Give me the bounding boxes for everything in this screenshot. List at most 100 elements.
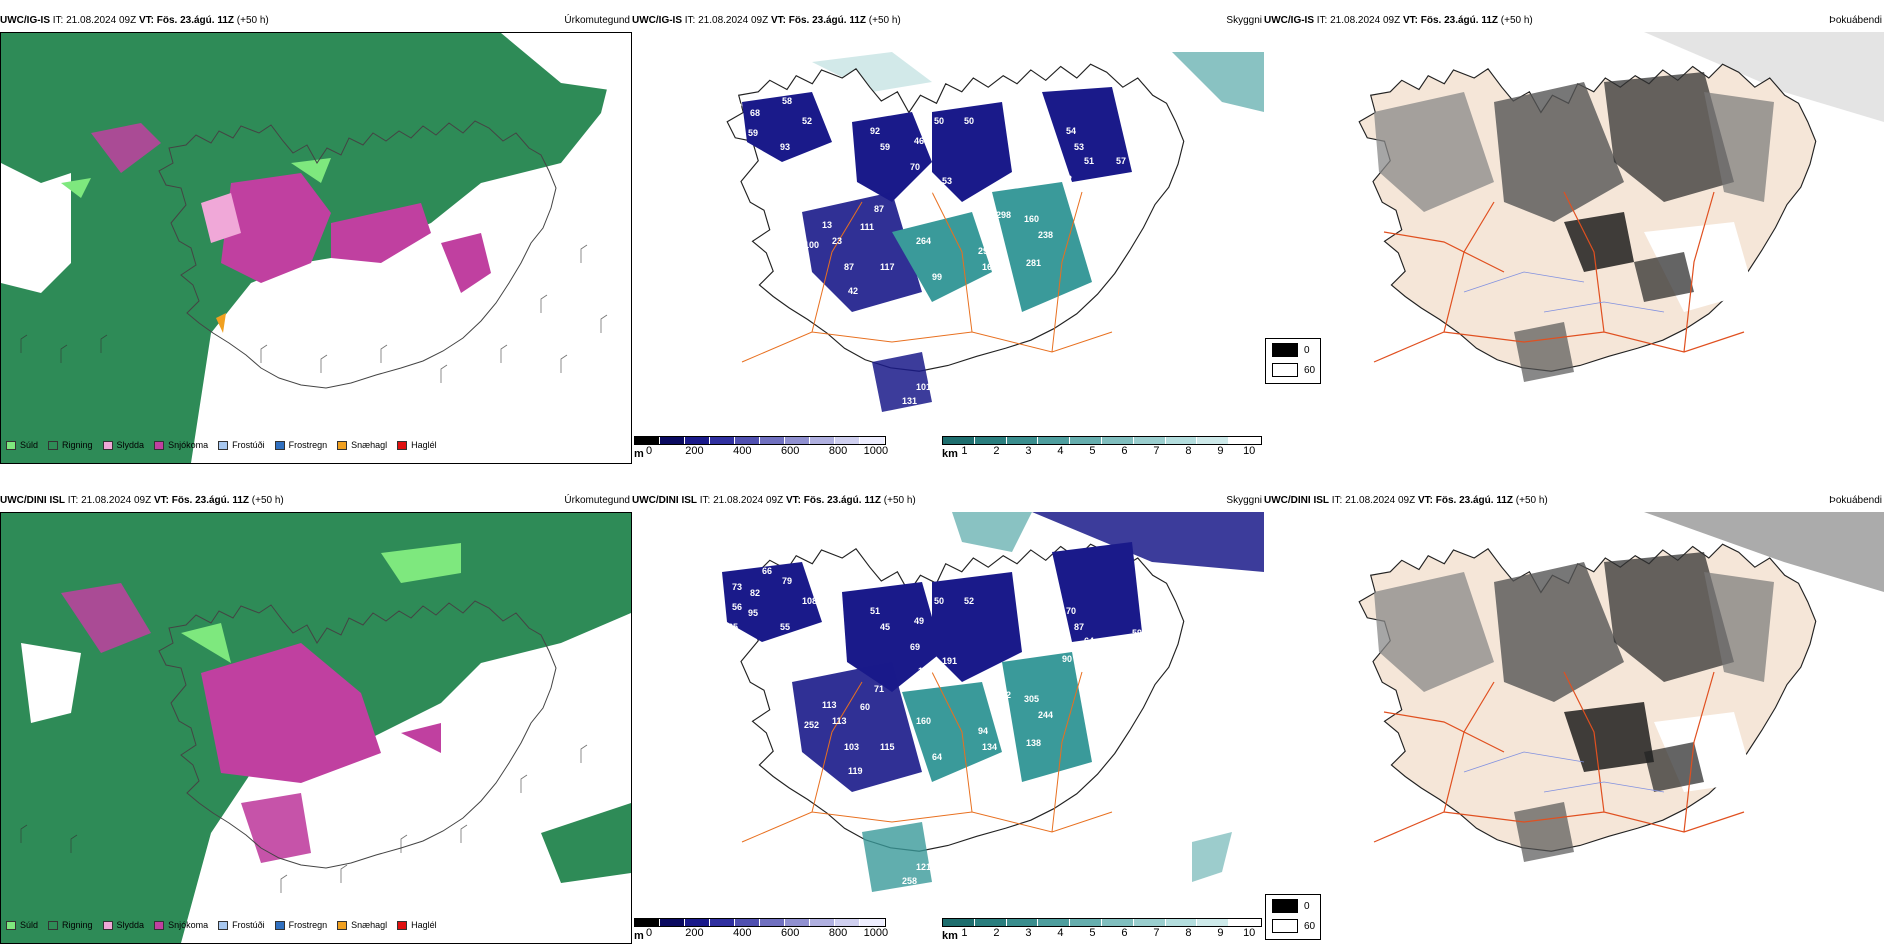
cloud-height-label: 90 — [1062, 654, 1072, 664]
cloud-height-label: 50 — [964, 116, 974, 126]
fog-legend-light — [1272, 919, 1298, 933]
lead-time: (+50 h) — [251, 495, 284, 506]
swatch-sudd — [6, 920, 16, 930]
fog-map-canvas — [1264, 32, 1884, 432]
legend-label: Snjókoma — [168, 440, 209, 450]
cloud-height-label: 47 — [762, 86, 772, 96]
visibility-colorbar: 1 2 3 4 5 6 7 8 9 10 km — [942, 436, 1262, 460]
cloud-height-label: 264 — [916, 236, 931, 246]
cloud-height-label: 131 — [902, 396, 917, 406]
fog-map — [1264, 512, 1900, 912]
cloud-height-label: 53 — [942, 176, 952, 186]
fog-map — [1264, 32, 1900, 432]
legend-item-frostudi: Frostúði — [218, 440, 265, 450]
swatch-slydda — [102, 920, 113, 930]
swatch-frostudi — [218, 440, 229, 450]
cloud-height-label: 72 — [732, 102, 742, 112]
legend-label: Frostúði — [232, 440, 265, 450]
precip-type-panel-2: UWC/DINI ISL IT: 21.08.2024 09Z VT: Fös.… — [0, 494, 632, 946]
legend-label: Súld — [20, 920, 39, 930]
legend-label: Slydda — [116, 920, 145, 930]
issue-time: IT: 21.08.2024 09Z — [699, 495, 784, 506]
legend-item-frostregn: Frostregn — [274, 440, 327, 450]
precip-map — [0, 32, 632, 464]
height-colorbar: 0 200 400 600 800 1000 m — [634, 436, 888, 460]
visibility-ticks: 1 2 3 4 5 6 7 8 9 10 — [942, 927, 1262, 941]
legend-label: Frostúði — [232, 920, 265, 930]
model-name: UWC/IG-IS — [0, 15, 50, 26]
cloud-height-label: 60 — [860, 702, 870, 712]
cloud-height-label: 108 — [802, 596, 817, 606]
legend-item-rigning: Rigning — [48, 440, 93, 450]
legend-label: Rigning — [62, 920, 93, 930]
cloud-height-label: 103 — [844, 742, 859, 752]
legend-item-sudd: Súld — [6, 920, 38, 930]
tick: 4 — [1057, 927, 1064, 939]
height-colorbar: 0 200 400 600 800 1000 m — [634, 918, 888, 942]
fog-map-canvas — [1264, 512, 1884, 912]
cloud-height-label: 65 — [744, 556, 754, 566]
valid-time: VT: Fös. 23.ágú. 11Z — [1417, 495, 1513, 506]
legend-label: Snjókoma — [168, 920, 209, 930]
cloud-height-label: 117 — [880, 262, 895, 272]
cloud-panel-1: UWC/IG-IS IT: 21.08.2024 09Z VT: Fös. 23… — [632, 14, 1264, 464]
legend-label: Slydda — [116, 440, 145, 450]
tick: 4 — [1057, 445, 1064, 457]
legend-item-snjokoma: Snjókoma — [154, 920, 208, 930]
panel-header: UWC/DINI ISL IT: 21.08.2024 09Z VT: Fös.… — [1264, 494, 1896, 508]
legend-item-frostregn: Frostregn — [274, 920, 327, 930]
issue-time: IT: 21.08.2024 09Z — [67, 495, 152, 506]
tick: 800 — [828, 927, 848, 939]
tick: 5 — [1089, 445, 1096, 457]
cloud-height-label: 100 — [804, 240, 819, 250]
cloud-height-label: 58 — [782, 96, 792, 106]
panel-title: Þokuábendi — [1829, 15, 1882, 26]
valid-time: VT: Fös. 23.ágú. 11Z — [785, 495, 881, 506]
lead-time: (+50 h) — [1500, 15, 1533, 26]
legend-label: Haglél — [411, 920, 437, 930]
legend-item-sudd: Súld — [6, 440, 38, 450]
valid-time: VT: Fös. 23.ágú. 11Z — [138, 15, 234, 26]
precip-legend: Súld Rigning Slydda Snjókoma Frostúði Fr… — [6, 920, 447, 930]
cloud-height-label: 71 — [874, 684, 884, 694]
cloud-height-label: 101 — [916, 382, 931, 392]
tick: 6 — [1121, 927, 1128, 939]
cloud-height-label: 65 — [1132, 184, 1142, 194]
cloud-height-label: 57 — [1018, 126, 1028, 136]
cloud-height-label: 53 — [1074, 142, 1084, 152]
tick: 2 — [993, 927, 1000, 939]
cloud-height-label: 162 — [996, 690, 1011, 700]
visibility-unit: km — [942, 448, 958, 460]
tick: 200 — [685, 927, 704, 939]
legend-label: Súld — [20, 440, 39, 450]
legend-item-snaehagl: Snæhagl — [337, 920, 387, 930]
issue-time: IT: 21.08.2024 09Z — [52, 15, 137, 26]
model-name: UWC/IG-IS — [1264, 15, 1314, 26]
cloud-height-label: 59 — [748, 128, 758, 138]
swatch-haglel — [397, 920, 408, 930]
cloud-height-label: 94 — [978, 726, 988, 736]
tick: 800 — [828, 445, 848, 457]
cloud-height-label: 42 — [848, 286, 858, 296]
swatch-snjokoma — [154, 920, 165, 930]
panel-title: Skyggni — [1226, 15, 1262, 26]
swatch-frostregn — [274, 440, 285, 450]
fog-legend-dark — [1272, 899, 1298, 913]
cloud-height-label: 45 — [880, 622, 890, 632]
legend-label: Snæhagl — [351, 440, 388, 450]
cloud-height-label: 79 — [782, 576, 792, 586]
cloud-height-label: 126 — [918, 186, 933, 196]
tick: 3 — [1025, 927, 1032, 939]
model-name: UWC/DINI ISL — [1264, 495, 1329, 506]
tick: 6 — [1121, 445, 1128, 457]
precip-map — [0, 512, 632, 944]
fog-legend-value: 0 — [1304, 901, 1310, 912]
cloud-height-label: 119 — [848, 766, 863, 776]
legend-label: Rigning — [62, 440, 93, 450]
tick: 10 — [1243, 445, 1256, 457]
cloud-height-label: 65 — [728, 622, 738, 632]
cloud-height-label: 195 — [812, 164, 827, 174]
precip-map-canvas — [1, 513, 631, 943]
cloud-height-label: 93 — [780, 142, 790, 152]
cloud-height-label: 82 — [750, 588, 760, 598]
